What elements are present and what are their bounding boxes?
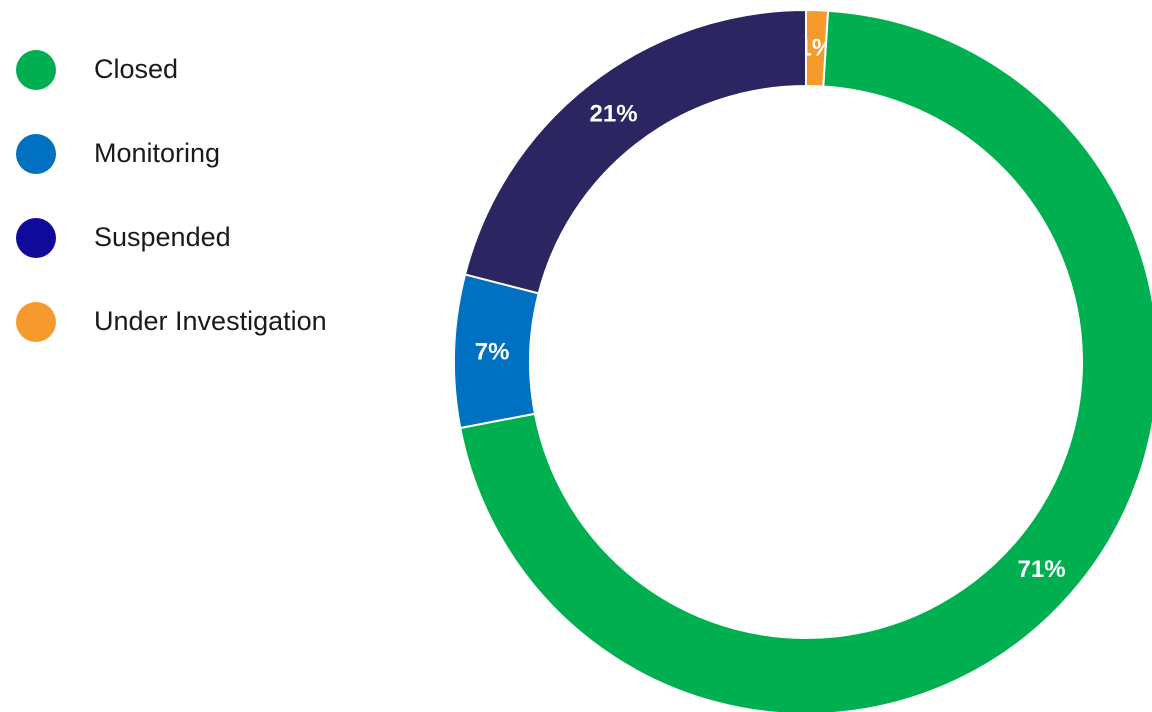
legend-item-suspended: Suspended <box>16 218 436 302</box>
legend-label-monitoring: Monitoring <box>94 138 221 168</box>
slice-suspended <box>463 8 807 295</box>
legend-item-closed: Closed <box>16 50 436 134</box>
chart-legend: Closed Monitoring Suspended Under Invest… <box>16 50 436 386</box>
slice-label-closed: 71% <box>1018 556 1066 583</box>
legend-label-under-investigation: Under Investigation <box>94 306 327 336</box>
slice-label-monitoring: 7% <box>475 339 510 366</box>
legend-label-closed: Closed <box>94 54 179 84</box>
legend-swatch-monitoring <box>16 134 56 174</box>
legend-swatch-suspended <box>16 218 56 258</box>
slice-closed <box>459 9 1152 712</box>
slice-label-suspended: 21% <box>590 100 638 127</box>
legend-swatch-under-investigation <box>16 302 56 342</box>
legend-swatch-closed <box>16 50 56 90</box>
legend-item-monitoring: Monitoring <box>16 134 436 218</box>
legend-label-suspended: Suspended <box>94 222 231 252</box>
legend-item-under-investigation: Under Investigation <box>16 302 436 386</box>
